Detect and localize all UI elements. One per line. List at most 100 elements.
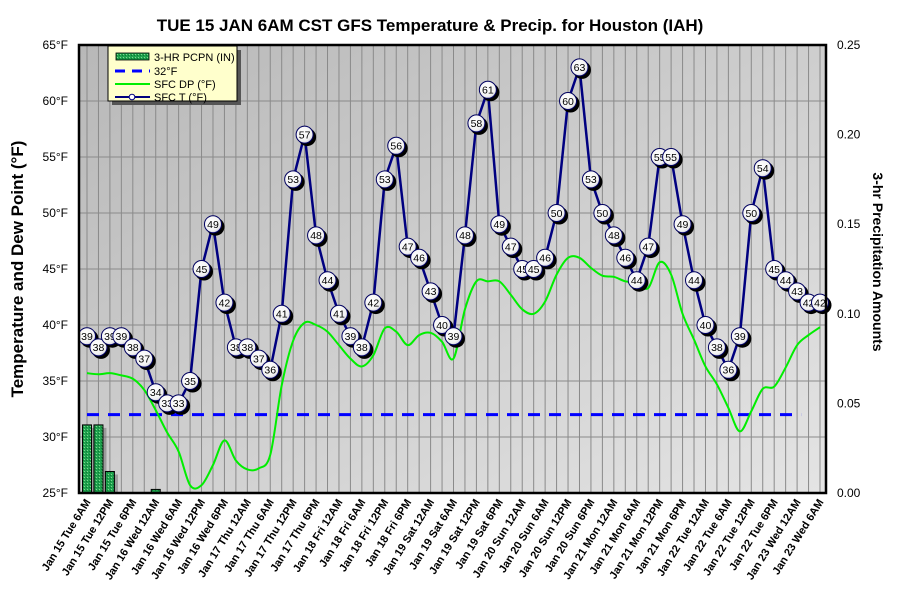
- temperature-point-label: 47: [505, 241, 517, 253]
- temperature-point-label: 33: [161, 398, 173, 410]
- temperature-point-label: 42: [367, 297, 379, 309]
- temperature-point: [375, 170, 394, 189]
- temperature-point-label: 48: [310, 230, 322, 242]
- temperature-point-label: 41: [276, 309, 288, 321]
- temperature-point-label: 48: [459, 230, 471, 242]
- y2-tick-label: 0.05: [837, 396, 861, 410]
- temperature-point-label: 50: [597, 208, 609, 220]
- temperature-point-label: 45: [768, 264, 780, 276]
- temperature-point-label: 43: [791, 286, 803, 298]
- temperature-point-label: 63: [574, 62, 586, 74]
- temperature-point-label: 40: [436, 320, 448, 332]
- temperature-point-label: 54: [757, 163, 769, 175]
- y2-tick-label: 0.15: [837, 217, 861, 231]
- temperature-point: [112, 327, 131, 346]
- temperature-point-label: 53: [287, 174, 299, 186]
- y-tick-label: 35°F: [43, 374, 68, 388]
- temperature-point-label: 60: [562, 96, 574, 108]
- y2-axis-label: 3-hr Precipitation Amounts: [870, 172, 886, 351]
- temperature-point: [662, 148, 681, 166]
- temperature-point-label: 61: [482, 85, 494, 97]
- legend-swatch-precip: [115, 52, 150, 61]
- temperature-point: [776, 271, 795, 290]
- temperature-point-label: 45: [196, 264, 208, 276]
- temperature-point: [261, 360, 280, 379]
- temperature-point: [742, 204, 761, 222]
- legend-label-temperature: SFC T (°F): [154, 92, 207, 104]
- temperature-point: [284, 170, 303, 189]
- grid-lines: [79, 45, 826, 493]
- y2-tick-label: 0.00: [837, 486, 861, 500]
- temperature-point-label: 36: [723, 365, 735, 377]
- temperature-point: [604, 226, 623, 245]
- legend: 3-HR PCPN (IN) 32°F SFC DP (°F) SFC T (°…: [107, 45, 241, 105]
- temperature-point: [318, 271, 337, 290]
- temperature-point-label: 39: [734, 331, 746, 343]
- temperature-point-label: 55: [665, 152, 677, 164]
- temperature-point: [135, 349, 154, 368]
- temperature-point: [203, 215, 222, 234]
- temperature-point: [559, 92, 578, 110]
- temperature-point-label: 55: [654, 152, 666, 164]
- temperature-point: [89, 338, 108, 357]
- temperature-point: [788, 282, 807, 301]
- precip-bar: [82, 424, 92, 494]
- temperature-point: [811, 293, 829, 312]
- temperature-point: [169, 394, 188, 413]
- temperature-point: [639, 237, 658, 256]
- temperature-point-label: 48: [608, 230, 620, 242]
- temperature-point-label: 44: [780, 275, 792, 287]
- y2-tick-label: 0.20: [837, 128, 861, 142]
- temperature-point: [501, 237, 520, 256]
- precip-bar: [104, 470, 115, 494]
- dewpoint-series: [86, 255, 821, 490]
- temperature-point: [238, 338, 257, 357]
- y-axis-label: Temperature and Dew Point (°F): [8, 141, 27, 398]
- y-tick-label: 45°F: [43, 262, 68, 276]
- temperature-point: [329, 304, 348, 323]
- temperature-point: [249, 349, 268, 368]
- temperature-point: [467, 114, 486, 133]
- temperature-point-label: 38: [711, 342, 723, 354]
- temperature-point: [410, 248, 429, 267]
- y-tick-label: 65°F: [43, 38, 68, 52]
- temperature-point-label: 35: [184, 376, 196, 388]
- temperature-point: [696, 316, 715, 334]
- temperature-point: [444, 327, 463, 346]
- y2-tick-label: 0.10: [837, 307, 861, 321]
- temperature-point: [536, 248, 555, 267]
- temperature-point: [570, 58, 589, 77]
- y2-tick-label: 0.25: [837, 38, 861, 52]
- temperature-point-label: 57: [299, 129, 311, 141]
- legend-label-dewpoint: SFC DP (°F): [154, 79, 216, 91]
- temperature-point-label: 38: [93, 342, 105, 354]
- temperature-point: [547, 204, 566, 222]
- y-tick-label: 25°F: [43, 486, 68, 500]
- temperature-point: [364, 293, 383, 312]
- plot-frame: [77, 43, 828, 495]
- temperature-point: [581, 170, 600, 189]
- y-tick-label: 30°F: [43, 430, 68, 444]
- temperature-point-label: 39: [104, 331, 116, 343]
- temperature-point: [295, 125, 314, 144]
- precip-bar: [93, 424, 104, 494]
- temperature-point-label: 53: [585, 174, 597, 186]
- temperature-point: [398, 237, 417, 256]
- legend-label-precip: 3-HR PCPN (IN): [154, 52, 235, 64]
- temperature-point: [707, 338, 726, 357]
- temperature-point: [455, 226, 474, 245]
- temperature-point-label: 44: [631, 275, 643, 287]
- y-tick-label: 40°F: [43, 318, 68, 332]
- y-tick-label: 50°F: [43, 206, 68, 220]
- temperature-point: [490, 215, 509, 234]
- temperature-point: [192, 260, 211, 278]
- temperature-point: [352, 338, 371, 357]
- temperature-point: [627, 271, 646, 290]
- chart-title: TUE 15 JAN 6AM CST GFS Temperature & Pre…: [157, 16, 704, 35]
- temperature-point-label: 39: [345, 331, 357, 343]
- temperature-point-label: 44: [322, 275, 334, 287]
- temperature-point: [341, 327, 360, 346]
- temperature-point-label: 49: [493, 219, 505, 231]
